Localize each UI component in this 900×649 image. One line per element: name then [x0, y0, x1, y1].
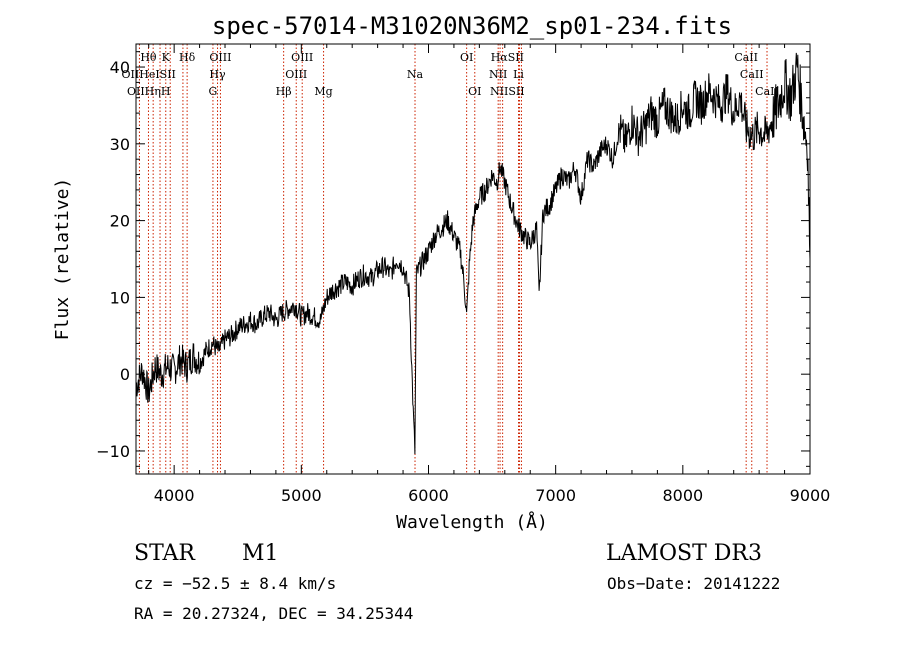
line-label: NII: [489, 68, 507, 81]
x-tick-label: 5000: [281, 486, 322, 505]
object-type: STAR: [134, 541, 196, 566]
y-tick-label: −10: [96, 442, 130, 461]
line-label: G: [209, 85, 218, 98]
y-tick-label: 10: [110, 288, 130, 307]
line-label: CaII: [755, 85, 779, 98]
survey-name: LAMOST DR3: [606, 541, 762, 566]
line-label: CaII: [740, 68, 764, 81]
line-label: Hθ: [140, 51, 157, 64]
redshift-info: cz = −52.5 ± 8.4 km/s: [134, 574, 336, 593]
line-label: Hβ: [276, 85, 292, 98]
line-label: Hγ: [209, 68, 226, 81]
y-tick-label: 20: [110, 212, 130, 231]
coordinates: RA = 20.27324, DEC = 34.25344: [134, 604, 413, 623]
y-tick-label: 40: [110, 58, 130, 77]
line-label: Hδ: [179, 51, 196, 64]
line-label: OIII: [285, 68, 307, 81]
y-tick-label: 30: [110, 135, 130, 154]
x-tick-label: 9000: [790, 486, 831, 505]
line-label: OIII: [209, 51, 231, 64]
line-markers: [138, 44, 768, 474]
line-label: OIIHηH: [127, 85, 170, 98]
obs-date: Obs−Date: 20141222: [607, 574, 780, 593]
plot-frame: [135, 43, 811, 475]
x-tick-label: 8000: [662, 486, 703, 505]
object-subclass: M1: [242, 541, 279, 566]
line-label: HαSII: [491, 51, 524, 64]
x-tick-label: 6000: [408, 486, 449, 505]
line-label: K: [162, 51, 171, 64]
chart-title: spec-57014-M31020N36M2_sp01-234.fits: [212, 12, 732, 40]
line-label: OIII: [291, 51, 313, 64]
line-label: NIISII: [490, 85, 525, 98]
line-label: OI: [468, 85, 481, 98]
line-label: OIIHeISII: [122, 68, 176, 81]
line-label: OI: [460, 51, 473, 64]
spectrum-line: [135, 52, 811, 455]
x-tick-label: 7000: [535, 486, 576, 505]
x-axis-label: Wavelength (Å): [396, 511, 548, 533]
line-label: CaII: [734, 51, 758, 64]
line-labels: Hθ K Hδ OIII OIII OI HαSII CaII OIIHeISII Hγ OIII N…: [122, 51, 779, 98]
x-tick-label: 4000: [154, 486, 195, 505]
y-axis-label: Flux (relative): [52, 178, 73, 341]
line-label: Mg: [314, 85, 332, 98]
line-label: Li: [513, 68, 524, 81]
y-tick-label: 0: [120, 365, 130, 384]
spectrum-series: [135, 52, 811, 455]
line-label: Na: [407, 68, 424, 81]
axes: 4000 5000 6000 7000 8000 9000 −10 0 10 20 30 40: [96, 44, 830, 505]
